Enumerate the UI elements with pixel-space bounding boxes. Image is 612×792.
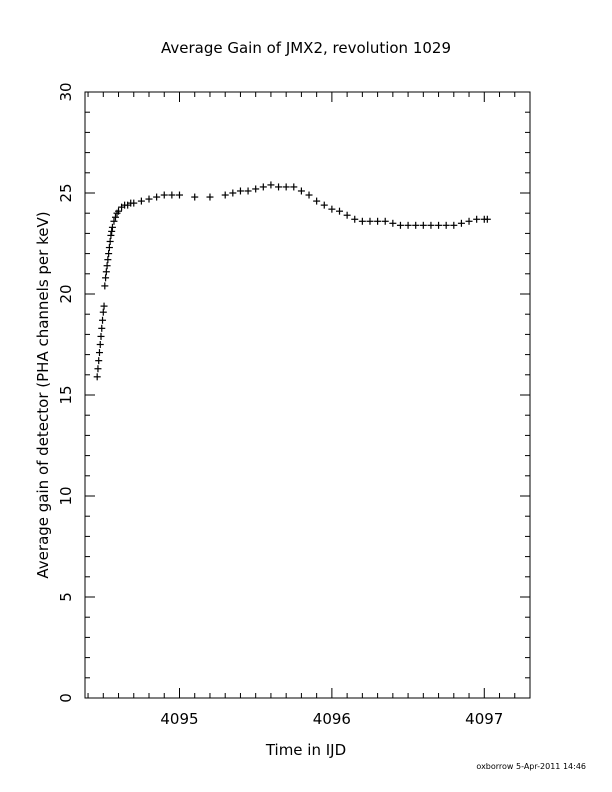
data-point	[404, 221, 412, 229]
data-point	[175, 191, 183, 199]
x-tick-label: 4096	[313, 710, 351, 728]
data-point	[389, 219, 397, 227]
data-point	[137, 197, 145, 205]
data-point	[465, 217, 473, 225]
data-point	[290, 183, 298, 191]
data-point	[473, 215, 481, 223]
y-axis-ticks: 0 5 10 15 20 25 30	[57, 82, 530, 703]
data-point	[108, 227, 116, 235]
data-point	[320, 201, 328, 209]
y-tick-label: 5	[57, 592, 75, 602]
data-point	[153, 193, 161, 201]
y-tick-label: 20	[57, 284, 75, 303]
data-point	[252, 185, 260, 193]
y-minor-ticks	[85, 111, 530, 679]
data-point	[168, 191, 176, 199]
x-tick-label: 4095	[160, 710, 198, 728]
data-point	[111, 213, 119, 221]
data-point	[374, 217, 382, 225]
data-point	[100, 302, 108, 310]
data-point	[328, 205, 336, 213]
data-point	[412, 221, 420, 229]
data-point	[95, 357, 103, 365]
data-point	[435, 221, 443, 229]
data-point	[96, 341, 104, 348]
data-point	[381, 217, 389, 225]
data-point	[105, 250, 113, 258]
data-point	[107, 231, 115, 239]
data-point	[244, 187, 252, 195]
data-point	[457, 219, 465, 227]
data-point	[483, 215, 491, 223]
data-point	[206, 193, 214, 201]
data-point	[297, 187, 305, 195]
y-tick-label: 0	[57, 693, 75, 703]
data-point	[259, 183, 267, 191]
data-point	[427, 221, 435, 229]
y-tick-label: 15	[57, 385, 75, 404]
footer-stamp: oxborrow 5-Apr-2011 14:46	[476, 762, 586, 771]
data-point	[267, 181, 275, 189]
data-point	[99, 316, 107, 324]
x-axis-label: Time in IJD	[265, 741, 346, 759]
data-point	[93, 373, 101, 381]
y-tick-label: 10	[57, 486, 75, 505]
data-point	[115, 207, 123, 215]
data-point	[313, 197, 321, 205]
data-point	[105, 244, 113, 252]
data-point	[130, 199, 138, 207]
data-point	[145, 195, 153, 203]
data-point	[95, 349, 103, 357]
y-tick-label: 30	[57, 82, 75, 101]
data-point	[343, 211, 351, 219]
data-point	[102, 274, 110, 282]
data-point	[450, 221, 458, 229]
y-tick-label: 25	[57, 183, 75, 202]
chart-title: Average Gain of JMX2, revolution 1029	[161, 39, 451, 57]
data-point	[229, 189, 237, 197]
data-point	[191, 193, 199, 201]
data-point	[221, 191, 229, 199]
data-point	[236, 187, 244, 195]
data-point	[106, 237, 114, 245]
data-point	[396, 221, 404, 229]
data-point	[366, 217, 374, 225]
data-point	[108, 223, 116, 231]
data-point	[160, 191, 168, 199]
data-point	[103, 262, 111, 270]
data-point	[97, 332, 105, 340]
data-point	[282, 183, 290, 191]
data-point	[358, 217, 366, 225]
data-point	[275, 183, 283, 191]
x-minor-ticks	[87, 92, 531, 698]
x-axis-ticks: 4095 4096 4097	[160, 92, 503, 728]
data-point	[104, 256, 112, 264]
data-point	[305, 191, 313, 199]
y-axis-label: Average gain of detector (PHA channels p…	[34, 211, 52, 578]
data-point	[99, 308, 107, 316]
data-point	[419, 221, 427, 229]
data-point	[442, 221, 450, 229]
data-point	[351, 215, 359, 223]
data-points	[93, 181, 491, 381]
x-tick-label: 4097	[465, 710, 503, 728]
data-point	[94, 365, 102, 373]
data-point	[336, 207, 344, 215]
data-point	[110, 217, 118, 225]
data-point	[101, 282, 109, 290]
data-point	[102, 268, 110, 276]
data-point	[98, 324, 106, 332]
plot-frame	[84, 91, 531, 699]
